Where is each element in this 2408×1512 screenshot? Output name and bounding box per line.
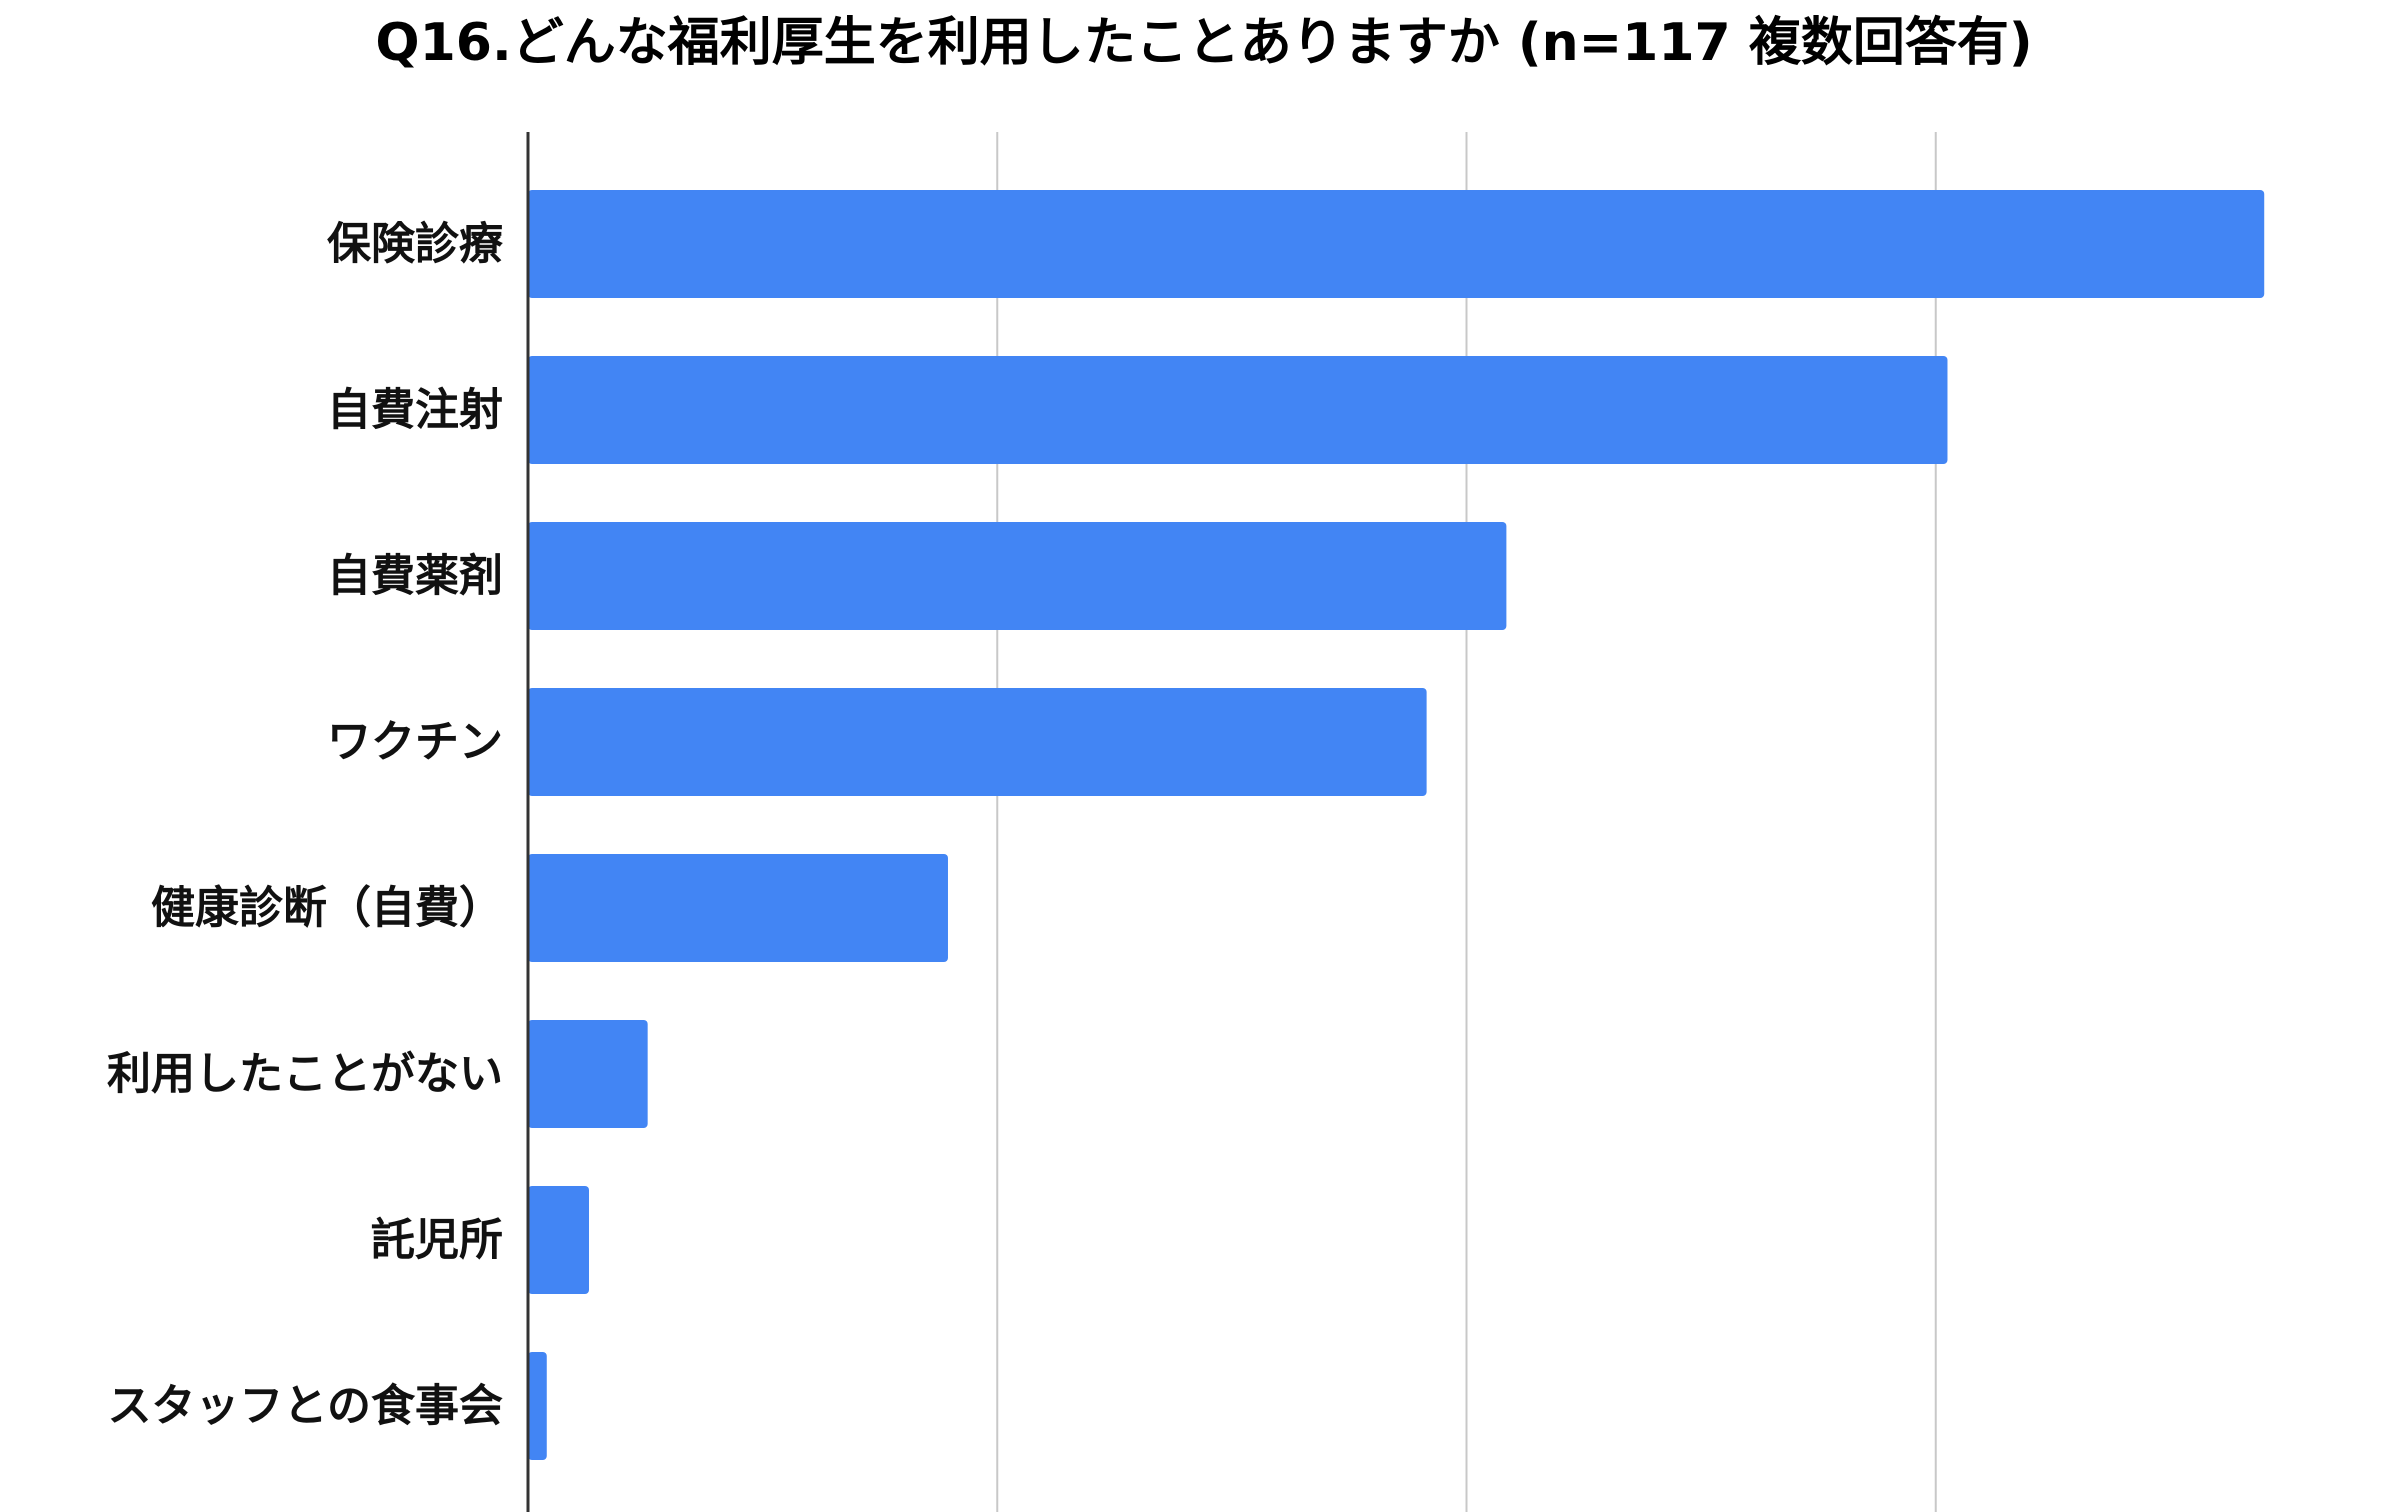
bar-4 (528, 688, 1427, 796)
category-label-3: 自費薬剤 (327, 551, 503, 602)
category-label-2: 自費注射 (327, 385, 503, 436)
category-label-6: 利用したことがない (107, 1049, 503, 1100)
bar-5 (528, 854, 948, 962)
bar-2 (528, 356, 1948, 464)
chart-title: Q16.どんな福利厚生を利用したことありますか (n=117 複数回答有) (375, 13, 2033, 73)
category-label-8: スタッフとの食事会 (107, 1381, 503, 1432)
category-label-5: 健康診断（自費） (151, 883, 503, 934)
bar-6 (528, 1020, 648, 1128)
gridlines (996, 132, 1937, 1512)
bar-1 (528, 190, 2265, 298)
bar-8 (528, 1352, 547, 1460)
category-label-7: 託児所 (371, 1215, 503, 1266)
category-label-4: ワクチン (327, 717, 503, 768)
bar-7 (528, 1186, 590, 1294)
category-label-1: 保険診療 (327, 219, 503, 270)
bar-3 (528, 522, 1507, 630)
bars (528, 190, 2265, 1460)
